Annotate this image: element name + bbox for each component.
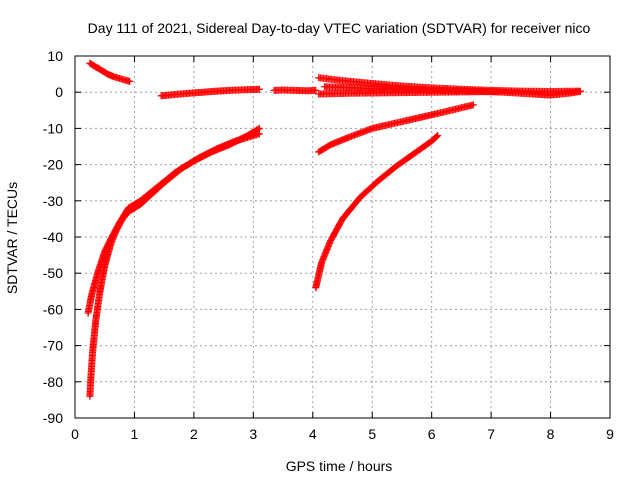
data-point — [254, 125, 262, 133]
axis-ticks — [74, 55, 611, 419]
series-track-2 — [157, 85, 263, 100]
y-tick-label: -40 — [43, 229, 63, 245]
x-tick-label: 7 — [487, 426, 495, 442]
data-marks — [84, 59, 584, 400]
x-tick-label: 8 — [547, 426, 555, 442]
y-tick-label: -20 — [43, 157, 63, 173]
y-tick-label: -10 — [43, 120, 63, 136]
data-point — [469, 101, 477, 109]
x-tick-label: 9 — [606, 426, 614, 442]
y-tick-label: -60 — [43, 301, 63, 317]
y-axis-label: SDTVAR / TECUs — [4, 182, 20, 294]
y-tick-label: 0 — [55, 84, 63, 100]
series-track-3 — [270, 86, 320, 95]
x-tick-label: 6 — [428, 426, 436, 442]
chart-title: Day 111 of 2021, Sidereal Day-to-day VTE… — [88, 20, 591, 36]
data-point — [312, 86, 320, 94]
y-tick-label: -80 — [43, 374, 63, 390]
y-tick-label: -50 — [43, 265, 63, 281]
x-tick-label: 1 — [131, 426, 139, 442]
x-tick-label: 2 — [190, 426, 198, 442]
data-point — [576, 87, 584, 95]
data-point — [493, 87, 501, 95]
data-point — [433, 133, 441, 141]
series-track-8 — [84, 124, 263, 317]
series-track-6 — [315, 87, 501, 98]
data-point — [255, 124, 263, 132]
x-tick-label: 4 — [309, 426, 317, 442]
x-axis-label: GPS time / hours — [286, 458, 393, 474]
series-track-10 — [312, 132, 442, 292]
y-tick-label: 10 — [47, 48, 63, 64]
data-point — [434, 132, 442, 140]
series-track-9 — [315, 101, 477, 156]
y-tick-label: -70 — [43, 338, 63, 354]
y-tick-label: -90 — [43, 410, 63, 426]
x-tick-label: 3 — [249, 426, 257, 442]
y-tick-label: -30 — [43, 193, 63, 209]
grid-lines — [75, 56, 610, 418]
series-track-1 — [86, 59, 134, 85]
x-tick-label: 5 — [368, 426, 376, 442]
data-point — [126, 77, 134, 85]
data-point — [255, 85, 263, 93]
x-tick-label: 0 — [71, 426, 79, 442]
y-tick-labels: 10 0 -10 -20 -30 -40 -50 -60 -70 -80 -90 — [43, 48, 63, 426]
x-tick-labels: 0 1 2 3 4 5 6 7 8 9 — [71, 426, 614, 442]
